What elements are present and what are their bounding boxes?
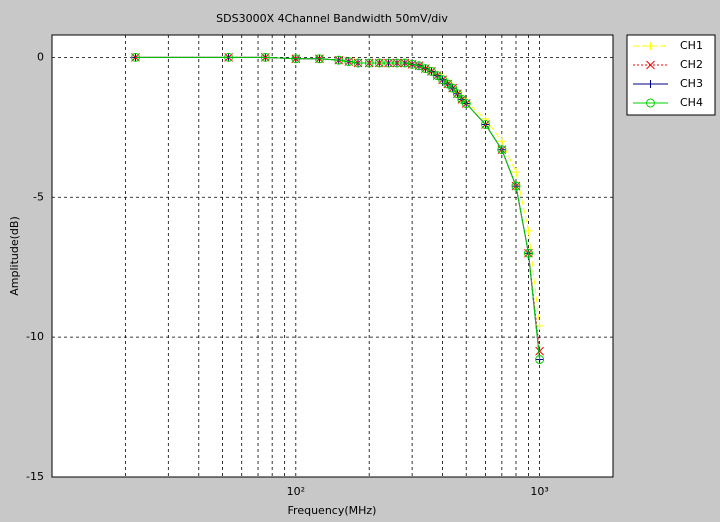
marker [481, 120, 491, 130]
y-axis-label: Amplitude(dB) [8, 216, 21, 295]
marker [497, 137, 506, 146]
marker [260, 52, 270, 62]
plot-area [51, 34, 614, 478]
legend-label: CH2 [680, 58, 703, 71]
marker [535, 355, 545, 365]
y-tick-label: -15 [26, 470, 44, 483]
marker [420, 64, 430, 74]
marker [452, 89, 462, 99]
marker [535, 346, 544, 356]
legend-marker [646, 42, 655, 50]
chart-title: SDS3000X 4Channel Bandwidth 50mV/div [216, 12, 448, 25]
y-tick-label: 0 [37, 50, 44, 63]
marker [414, 61, 424, 71]
marker [426, 66, 436, 76]
legend-label: CH1 [680, 39, 703, 52]
x-axis-label: Frequency(MHz) [288, 504, 377, 517]
marker [344, 57, 354, 67]
series-line [135, 56, 541, 360]
marker [407, 59, 417, 69]
x-tick-label: 10² [287, 485, 305, 498]
marker [400, 58, 410, 68]
plot-area [51, 34, 614, 478]
marker [523, 248, 533, 258]
legend-marker [646, 98, 655, 108]
marker [511, 168, 520, 177]
legend-label: CH4 [680, 96, 703, 109]
marker [224, 52, 234, 62]
marker [511, 181, 521, 191]
marker [291, 54, 301, 64]
marker [364, 58, 374, 68]
x-tick-label: 10³ [530, 485, 548, 498]
marker [130, 52, 140, 62]
y-tick-label: -5 [33, 190, 44, 203]
marker [448, 83, 458, 93]
legend [626, 34, 716, 116]
legend-label: CH3 [680, 77, 703, 90]
marker [334, 55, 344, 65]
marker [374, 58, 384, 68]
legend-marker [646, 80, 655, 88]
marker [353, 58, 363, 68]
marker [524, 226, 533, 235]
y-tick-label: -10 [26, 330, 44, 343]
legend-marker [646, 60, 655, 70]
marker [314, 54, 324, 64]
marker [497, 145, 507, 155]
marker [461, 99, 471, 109]
